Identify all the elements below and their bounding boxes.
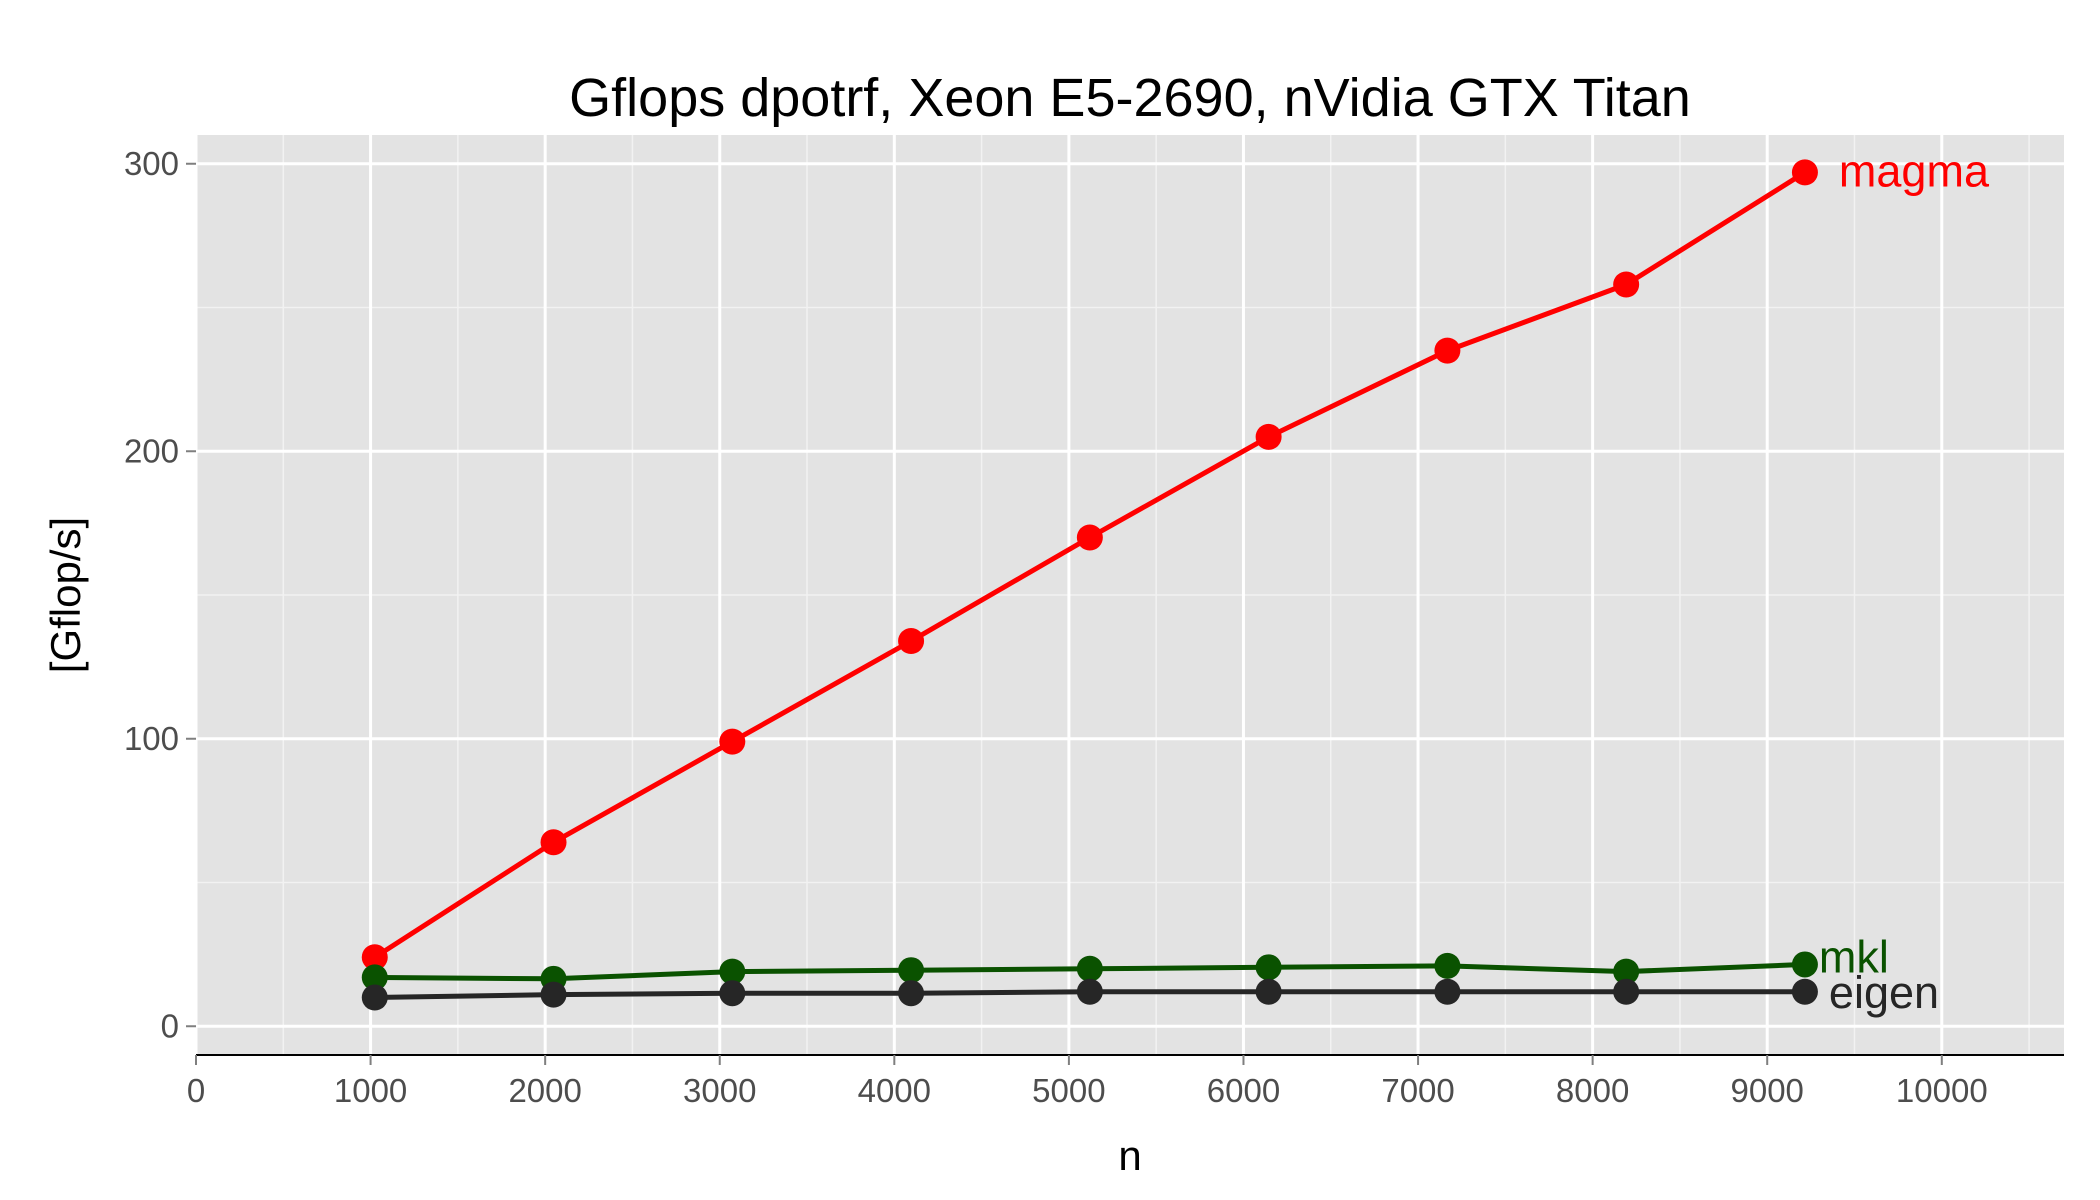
y-tick-label: 100 [124,720,179,757]
x-tick-label: 3000 [683,1072,756,1109]
data-point-magma [1434,337,1461,364]
x-tick-label: 9000 [1731,1072,1804,1109]
data-point-mkl [1791,951,1818,978]
data-point-magma [1076,524,1103,551]
tick-labels: 0 1000 2000 3000 4000 5000 6000 7000 8000 9000 100… [124,145,1988,1109]
data-point-mkl [1434,952,1461,979]
major-grid [194,135,2064,1055]
x-axis-title: n [1118,1132,1141,1179]
axes [186,162,2064,1065]
data-point-mkl [1255,954,1282,981]
data-point-magma [1613,271,1640,298]
data-point-eigen [1434,978,1461,1005]
data-point-magma [1791,159,1818,186]
data-point-magma [361,944,388,971]
data-point-eigen [719,980,746,1007]
x-tick-label: 1000 [334,1072,407,1109]
x-tick-label: 2000 [508,1072,581,1109]
data-point-mkl [1076,955,1103,982]
series-label-magma: magma [1839,145,1990,196]
data-point-mkl [898,957,925,984]
y-axis-title: [Gflop/s] [42,517,89,673]
y-tick-label: 300 [124,145,179,182]
data-point-eigen [1613,978,1640,1005]
data-point-magma [719,728,746,755]
data-point-mkl [361,964,388,991]
y-tick-label: 0 [161,1007,179,1044]
series-label-mkl: mkl [1819,931,1889,982]
data-point-magma [1255,423,1282,450]
x-tick-label: 6000 [1207,1072,1280,1109]
data-point-eigen [361,984,388,1011]
data-point-mkl [1613,958,1640,985]
chart-title: Gflops dpotrf, Xeon E5-2690, nVidia GTX … [569,68,1691,128]
data-point-eigen [1076,978,1103,1005]
data-point-eigen [898,980,925,1007]
minor-grid [196,135,2064,1055]
x-tick-label: 10000 [1896,1072,1988,1109]
x-tick-label: 8000 [1556,1072,1629,1109]
x-tick-label: 0 [187,1072,205,1109]
data-point-eigen [1791,978,1818,1005]
data-point-magma [540,829,567,856]
data-point-magma [898,628,925,654]
y-tick-label: 200 [124,432,179,469]
x-tick-label: 7000 [1381,1072,1454,1109]
data-point-eigen [540,981,567,1008]
series-label-eigen: eigen [1829,967,1939,1018]
data-point-mkl [719,958,746,985]
x-tick-label: 5000 [1032,1072,1105,1109]
data-point-eigen [1255,978,1282,1005]
x-tick-label: 4000 [858,1072,931,1109]
